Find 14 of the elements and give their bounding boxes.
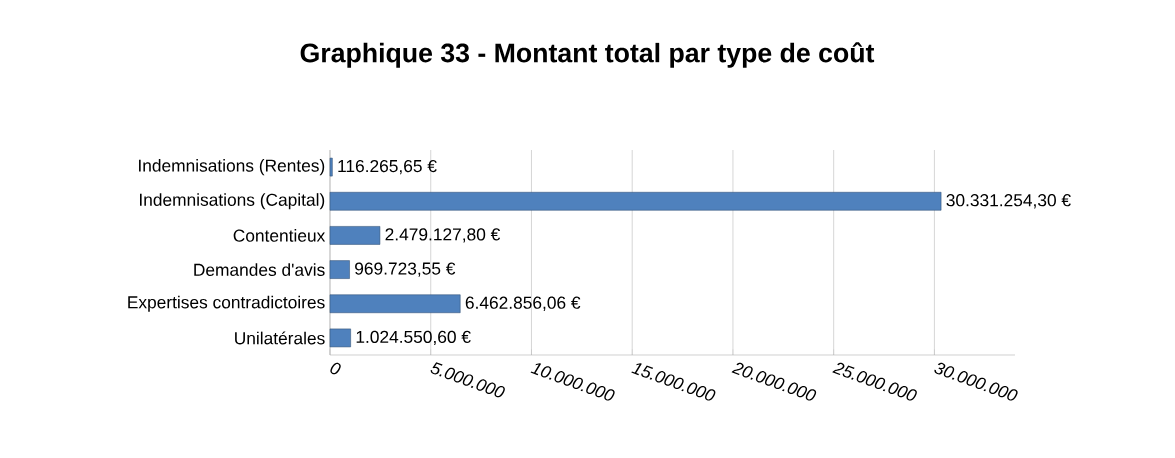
data-label: 1.024.550,60 €: [356, 330, 471, 346]
data-label: 969.723,55 €: [355, 262, 456, 277]
y-tick-label: Unilatérales: [235, 331, 325, 345]
data-label: 6.462.856,06 €: [465, 296, 581, 311]
data-label: 116.265,65 €: [338, 159, 437, 175]
y-tick-label: Indemnisations (Capital): [140, 193, 325, 210]
y-tick-label: Contentieux: [233, 229, 326, 242]
y-tick-label: Demandes d'avis: [194, 263, 325, 276]
data-label: 30.331.254,30 €: [946, 194, 1071, 209]
data-label: 2.479.127,80 €: [385, 228, 501, 243]
x-tick-label: 0: [330, 362, 341, 375]
chart-title: Graphique 33 - Montant total par type de coût: [300, 42, 875, 68]
y-tick-label: Indemnisations (Rentes): [139, 159, 325, 176]
y-tick-label: Expertises contradictoires: [128, 295, 325, 312]
